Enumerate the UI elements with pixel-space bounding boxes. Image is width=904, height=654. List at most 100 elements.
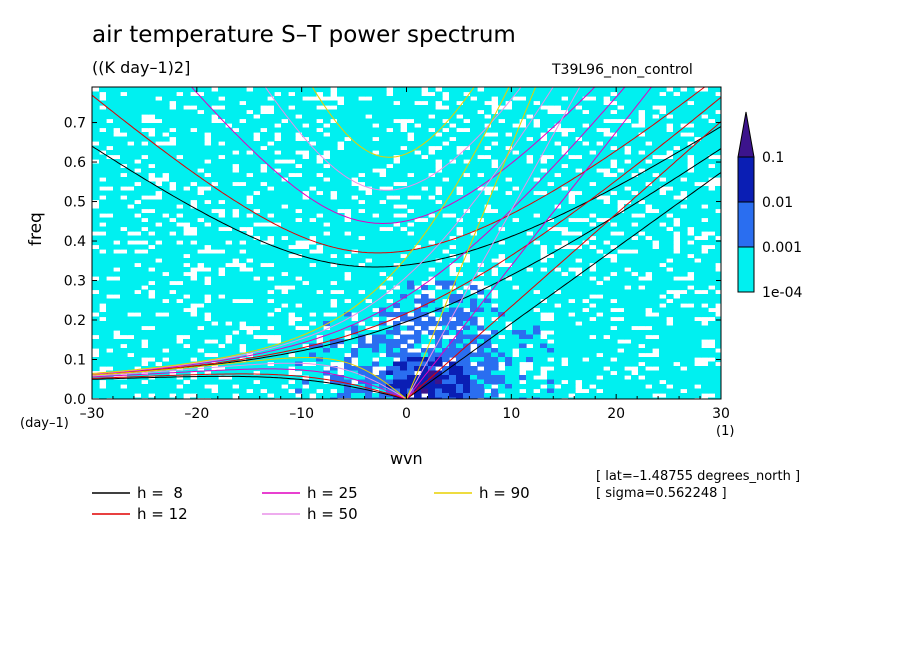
heat-cell — [274, 96, 282, 102]
heat-cell — [113, 181, 121, 187]
heat-cell — [92, 100, 100, 106]
heat-cell — [260, 231, 268, 237]
heat-cell — [106, 177, 114, 183]
heat-cell — [407, 109, 415, 115]
heat-cell — [673, 330, 681, 336]
heat-cell — [596, 393, 604, 399]
heat-cell — [162, 204, 170, 210]
heat-cell — [505, 109, 513, 115]
heat-cell — [540, 199, 548, 205]
heat-cell — [232, 222, 240, 228]
heat-cell — [561, 177, 569, 183]
heat-cell — [498, 217, 506, 223]
heat-cell — [568, 289, 576, 295]
heat-cell — [498, 352, 506, 358]
heat-cell — [498, 235, 506, 241]
heat-cell — [484, 168, 492, 174]
heat-cell — [393, 91, 401, 97]
heat-cell — [323, 136, 331, 142]
heat-cell — [120, 222, 128, 228]
heat-cell — [386, 330, 394, 336]
heat-cell — [505, 235, 513, 241]
heat-cell — [239, 172, 247, 178]
heat-cell — [421, 190, 429, 196]
heat-cell — [316, 132, 324, 138]
heat-cell — [505, 361, 513, 367]
heat-cell — [393, 343, 401, 349]
heat-cell — [127, 361, 135, 367]
heat-cell — [92, 316, 100, 322]
heat-cell — [351, 123, 359, 129]
heat-cell — [218, 280, 226, 286]
heat-cell — [106, 190, 114, 196]
heat-cell — [708, 303, 716, 309]
heat-cell — [442, 258, 450, 264]
heat-cell — [442, 357, 450, 363]
heat-cell — [309, 159, 317, 165]
heat-cell — [372, 235, 380, 241]
heat-cell — [547, 222, 555, 228]
heat-cell — [169, 154, 177, 160]
heat-cell — [134, 100, 142, 106]
heat-cell — [519, 303, 527, 309]
heat-cell — [351, 96, 359, 102]
heat-cell — [106, 204, 114, 210]
heat-cell — [190, 177, 198, 183]
heat-cell — [617, 127, 625, 133]
heat-cell — [344, 267, 352, 273]
heat-cell — [484, 96, 492, 102]
heat-cell — [134, 190, 142, 196]
heat-cell — [421, 258, 429, 264]
heat-cell — [316, 285, 324, 291]
heat-cell — [106, 267, 114, 273]
heat-cell — [274, 244, 282, 250]
heat-cell — [652, 204, 660, 210]
heat-cell — [176, 271, 184, 277]
heat-cell — [652, 100, 660, 106]
heat-cell — [512, 343, 520, 349]
heat-cell — [260, 285, 268, 291]
heat-cell — [631, 118, 639, 124]
heat-cell — [645, 289, 653, 295]
heat-cell — [708, 217, 716, 223]
heat-cell — [659, 204, 667, 210]
heat-cell — [568, 379, 576, 385]
heat-cell — [554, 132, 562, 138]
heat-cell — [239, 190, 247, 196]
heat-cell — [148, 379, 156, 385]
heat-cell — [330, 352, 338, 358]
heat-cell — [330, 285, 338, 291]
heat-cell — [631, 379, 639, 385]
heat-cell — [106, 316, 114, 322]
heat-cell — [113, 262, 121, 268]
heat-cell — [253, 87, 261, 93]
heat-cell — [568, 235, 576, 241]
heat-cell — [610, 217, 618, 223]
heat-cell — [666, 303, 674, 309]
heat-cell — [204, 388, 212, 394]
heat-cell — [491, 231, 499, 237]
heat-cell — [281, 195, 289, 201]
heat-cell — [323, 307, 331, 313]
heat-cell — [505, 96, 513, 102]
heat-cell — [428, 375, 436, 381]
heat-cell — [323, 145, 331, 151]
heat-cell — [631, 181, 639, 187]
heat-cell — [316, 150, 324, 156]
heat-cell — [533, 96, 541, 102]
heat-cell — [197, 177, 205, 183]
heat-cell — [330, 343, 338, 349]
heat-cell — [190, 123, 198, 129]
heat-cell — [659, 213, 667, 219]
heat-cell — [631, 348, 639, 354]
heat-cell — [330, 316, 338, 322]
heat-cell — [540, 307, 548, 313]
heat-cell — [274, 361, 282, 367]
heat-cell — [106, 384, 114, 390]
heat-cell — [596, 321, 604, 327]
heat-cell — [407, 226, 415, 232]
heat-cell — [519, 262, 527, 268]
heat-cell — [575, 141, 583, 147]
heat-cell — [330, 235, 338, 241]
heat-cell — [449, 181, 457, 187]
